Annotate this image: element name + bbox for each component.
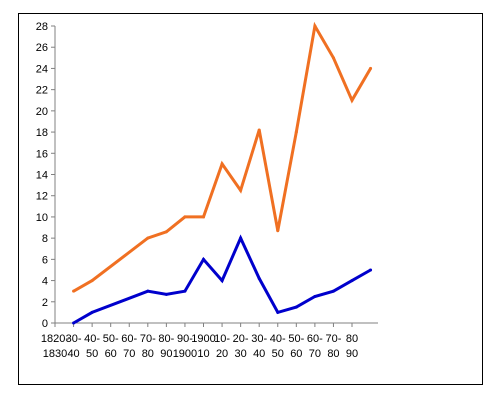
series-1-point [72, 289, 76, 293]
series-lines [72, 21, 373, 325]
x-tick-label: 60-70 [121, 333, 137, 360]
series-2-point [369, 268, 373, 272]
series-2-point [257, 276, 261, 280]
x-tick-label: 70-80 [325, 333, 341, 360]
y-tick-label: 4 [42, 276, 48, 288]
series-2-point [350, 279, 354, 283]
y-tick-label: 12 [36, 191, 48, 203]
series-2-point [331, 289, 335, 293]
y-tick-label: 14 [36, 170, 48, 182]
series-1-point [183, 215, 187, 219]
y-tick-label: 18 [36, 127, 48, 139]
series-1-point [276, 229, 280, 233]
x-tick-label: 50-60 [103, 333, 119, 360]
y-tick-label: 22 [36, 85, 48, 97]
y-tick-label: 6 [42, 254, 48, 266]
x-tick-label: 20-30 [233, 333, 249, 360]
x-tick-label: 90-1900 [173, 333, 197, 360]
series-2-point [90, 310, 94, 314]
x-tick-label: 30-40 [251, 333, 267, 360]
y-tick-label: 16 [36, 148, 48, 160]
series-1-point [350, 98, 354, 102]
series-2-point [276, 310, 280, 314]
series-2-point [146, 289, 150, 293]
series-1-point [257, 128, 261, 132]
y-tick-label: 0 [42, 318, 48, 330]
series-1-point [146, 236, 150, 240]
series-2-point [164, 292, 168, 296]
y-tick-label: 26 [36, 42, 48, 54]
y-tick-label: 2 [42, 297, 48, 309]
x-tick-label: 1900 10 [191, 333, 215, 360]
series-1-point [294, 130, 298, 134]
x-tick-label: 40-50 [84, 333, 100, 360]
series-1-point [331, 56, 335, 60]
axes [54, 26, 378, 324]
x-axis-ticks: 1820-183030-4040-5050-6060-7070-8080-909… [41, 323, 358, 360]
series-1-point [202, 215, 206, 219]
x-tick-label: 40-50 [270, 333, 286, 360]
series-2-point [220, 279, 224, 283]
y-tick-label: 28 [36, 21, 48, 33]
series-1-point [90, 279, 94, 283]
x-tick-label: 60-70 [307, 333, 323, 360]
series-2-point [239, 236, 243, 240]
series-1-point [220, 162, 224, 166]
series-2-point [202, 257, 206, 261]
x-tick-label: 80 90 [346, 333, 358, 360]
series-2-point [183, 289, 187, 293]
series-1-point [164, 230, 168, 234]
series-2-point [294, 305, 298, 309]
x-tick-label: 70-80 [140, 333, 156, 360]
x-tick-label: 50-60 [288, 333, 304, 360]
series-2-point [313, 294, 317, 298]
series-1-point [369, 66, 373, 70]
x-tick-label: 1820-1830 [41, 333, 69, 360]
y-tick-label: 10 [36, 212, 48, 224]
y-tick-label: 24 [36, 63, 48, 75]
series-2-point [72, 321, 76, 325]
x-tick-label: 10-20 [214, 333, 230, 360]
x-tick-label: 80-90 [158, 333, 174, 360]
series-1-point [239, 188, 243, 192]
y-tick-label: 20 [36, 106, 48, 118]
series-1-point [313, 24, 317, 28]
y-tick-label: 8 [42, 233, 48, 245]
series-line-1 [72, 21, 372, 293]
x-tick-label: 30-40 [66, 333, 82, 360]
